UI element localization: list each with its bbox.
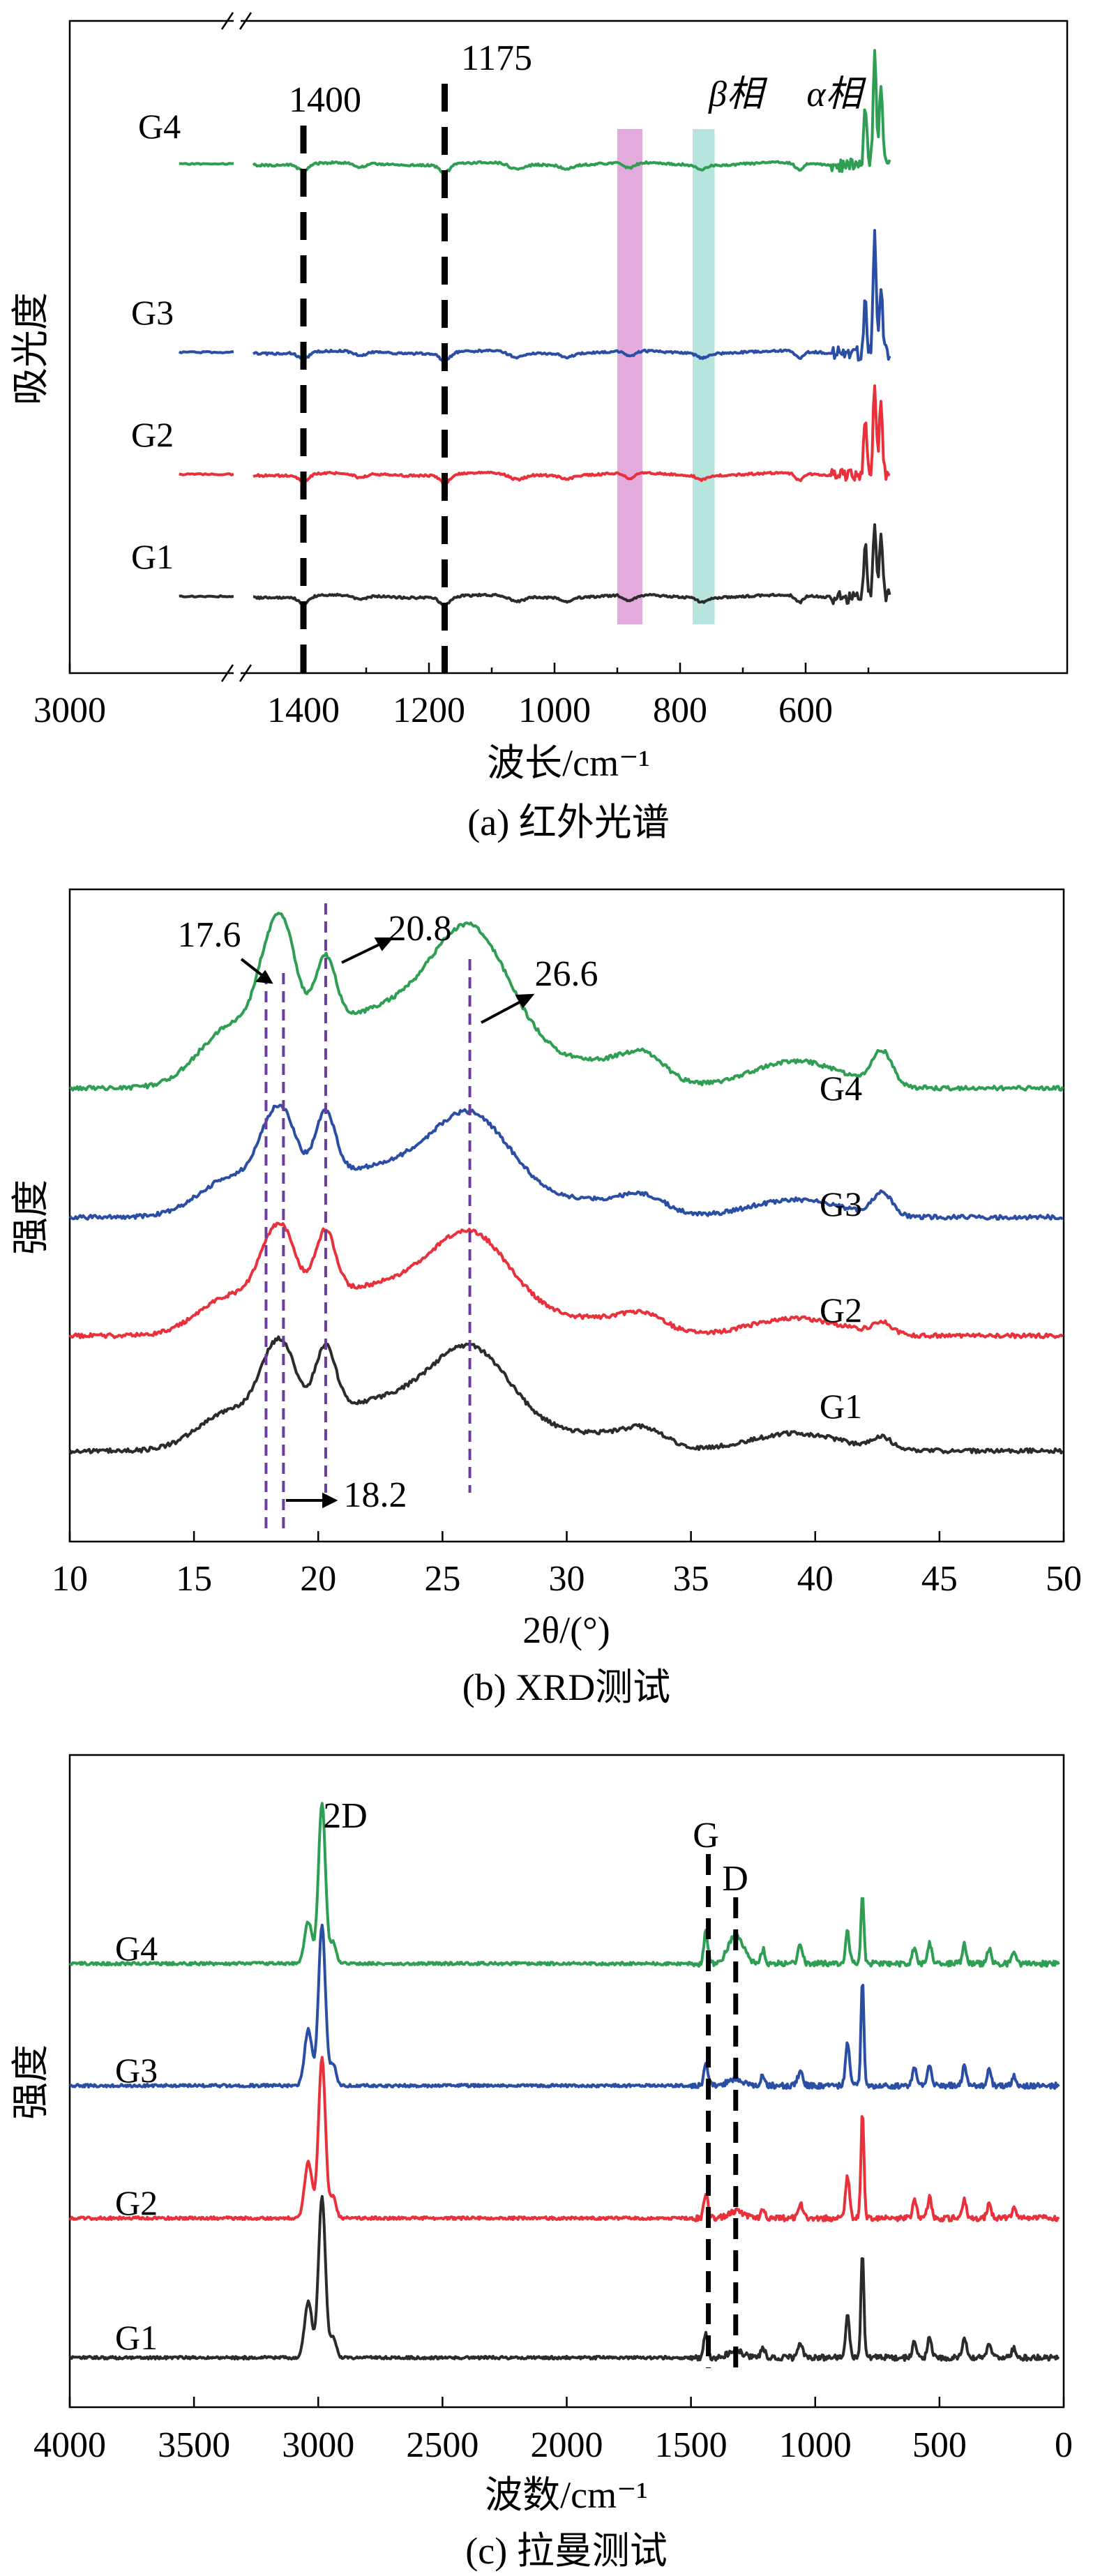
panel-a-axis-break-gap	[234, 13, 241, 682]
panel-a-curve-G3-left	[178, 350, 234, 354]
panel-b-xtick-label: 20	[300, 1559, 336, 1599]
annotation-18-2: 18.2	[344, 1475, 407, 1515]
panel-c-xtick-label: 4000	[33, 2425, 106, 2465]
annotation-17-6: 17.6	[178, 915, 241, 955]
panel-a-curve-G2-left	[179, 472, 234, 476]
annotation-1400: 1400	[289, 80, 361, 120]
panel-a-frame	[68, 20, 1069, 675]
series-label-G2: G2	[131, 415, 174, 454]
panel-a-band-beta	[617, 129, 642, 624]
series-label-G3: G3	[115, 2051, 158, 2090]
panel-b-curve-G2	[68, 1221, 1064, 1339]
panel-c-curve-G3	[69, 1923, 1060, 2090]
annotation-G-band: G	[693, 1816, 719, 1855]
panel-b-curve-G4	[69, 912, 1064, 1092]
series-label-G4: G4	[138, 107, 181, 146]
panel-c-xtick-label: 3000	[282, 2425, 354, 2465]
panel-a-infrared: 3000 1400 1200 1000 800 600 1400 1175 β相 α相 G…	[8, 12, 1069, 843]
panel-a-axis-break-marks-bottom	[220, 664, 252, 682]
panel-c-xtick-label: 3500	[158, 2425, 230, 2465]
panel-a-xtick-label: 3000	[33, 691, 106, 730]
panel-b-xtick-label: 15	[176, 1559, 212, 1599]
panel-a-curve-G3	[252, 229, 891, 363]
panel-a-xlabel: 波长/cm⁻¹	[487, 742, 650, 784]
panel-b-ylabel: 强度	[8, 1180, 52, 1255]
panel-b-curve-G3	[68, 1104, 1064, 1221]
panel-b-xtick-label: 30	[549, 1559, 585, 1599]
panel-c-ylabel: 强度	[8, 2044, 52, 2120]
annotation-2D: 2D	[323, 1796, 368, 1836]
annotation-1175: 1175	[461, 38, 532, 78]
panel-b-xrd: 10 15 20 25 30 35 40 45 50 17.6 20.8 26.6 18.2 G…	[8, 888, 1082, 1708]
panel-b-xtick-label: 40	[797, 1559, 834, 1599]
annotation-D-band: D	[722, 1859, 748, 1899]
series-label-G3: G3	[820, 1184, 862, 1223]
series-label-G2: G2	[820, 1290, 862, 1330]
panel-a-curve-G1-left	[179, 594, 234, 598]
panel-a-curve-G4	[252, 49, 891, 175]
panel-b-xtick-label: 10	[52, 1559, 88, 1599]
panel-c-xtick-label: 0	[1055, 2425, 1073, 2465]
panel-a-ylabel: 吸光度	[8, 292, 52, 405]
series-label-G1: G1	[820, 1387, 862, 1426]
annotation-20-8: 20.8	[389, 909, 452, 949]
panel-a-xtick-label: 600	[778, 691, 833, 730]
panel-a-band-alpha	[693, 129, 715, 624]
panel-a-axis-break-marks-top	[220, 12, 252, 30]
annotation-beta-phase: β相	[708, 75, 768, 114]
series-label-G4: G4	[820, 1069, 862, 1108]
panel-c-xtick-label: 2000	[531, 2425, 603, 2465]
series-label-G4: G4	[115, 1929, 158, 1968]
panel-c-frame	[68, 1754, 1065, 2409]
panel-a-curve-G1	[252, 523, 891, 608]
series-label-G1: G1	[131, 537, 174, 576]
panel-b-curve-G1	[68, 1335, 1064, 1454]
panel-c-curve-G4	[68, 1802, 1060, 1968]
panel-b-xtick-label: 45	[921, 1559, 958, 1599]
panel-a-curve-G4-left	[179, 162, 234, 166]
series-label-G3: G3	[131, 293, 174, 332]
series-label-G1: G1	[115, 2318, 158, 2357]
panel-a-xtick-label: 1000	[518, 691, 591, 730]
panel-c-raman: 4000 3500 3000 2500 2000 1500 1000 500 0 2D G D …	[8, 1754, 1073, 2572]
panel-b-xtick-label: 50	[1046, 1559, 1082, 1599]
panel-c-curve-G2	[68, 2056, 1060, 2222]
panel-a-caption: (a) 红外光谱	[467, 801, 669, 843]
annotation-alpha-phase: α相	[806, 75, 866, 114]
panel-b-caption: (b) XRD测试	[462, 1666, 670, 1708]
panel-c-xtick-label: 2500	[406, 2425, 478, 2465]
series-label-G2: G2	[115, 2183, 158, 2222]
panel-a-xtick-label: 800	[653, 691, 707, 730]
panel-b-xtick-label: 35	[673, 1559, 709, 1599]
panel-c-xtick-label: 500	[912, 2425, 967, 2465]
annotation-arrows	[240, 937, 535, 1509]
panel-a-curve-G2	[252, 384, 891, 485]
panel-c-xtick-label: 1500	[655, 2425, 728, 2465]
annotation-26-6: 26.6	[535, 954, 598, 994]
panel-a-xtick-label: 1400	[267, 691, 340, 730]
panel-c-caption: (c) 拉曼测试	[465, 2530, 667, 2572]
panel-c-curve-G1	[69, 2194, 1060, 2362]
panel-a-xtick-label: 1200	[393, 691, 465, 730]
panel-c-xtick-label: 1000	[779, 2425, 852, 2465]
panel-b-xlabel: 2θ/(°)	[522, 1609, 610, 1651]
panel-b-xtick-label: 25	[424, 1559, 460, 1599]
panel-c-xlabel: 波数/cm⁻¹	[485, 2474, 648, 2516]
